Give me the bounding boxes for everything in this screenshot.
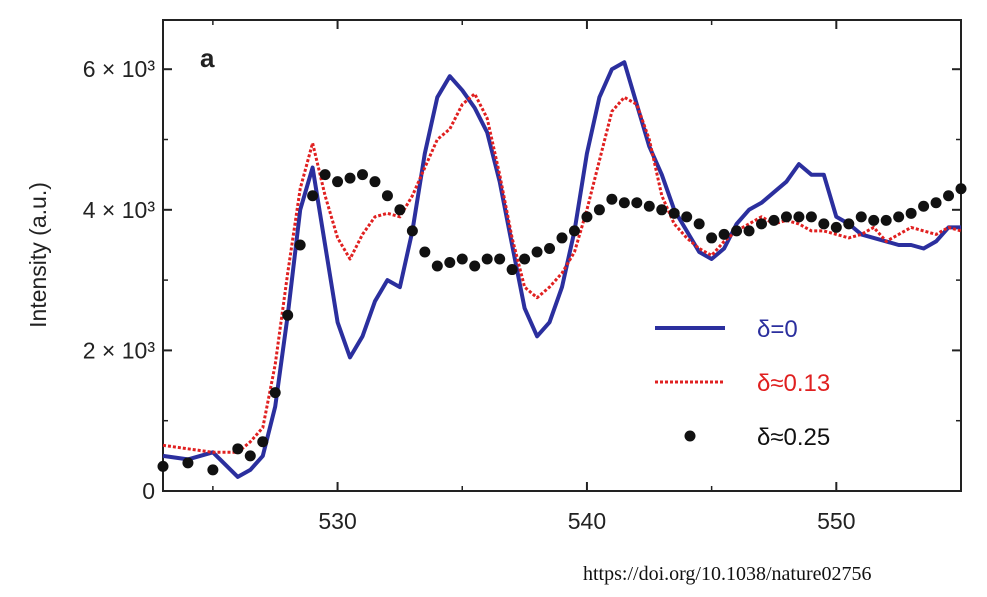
data-point — [743, 225, 755, 237]
data-point — [294, 239, 306, 251]
data-point — [282, 309, 294, 321]
data-point — [855, 211, 867, 223]
data-point — [805, 211, 817, 223]
data-point — [905, 207, 917, 219]
data-point — [568, 225, 580, 237]
data-point — [793, 211, 805, 223]
x-tick-label: 540 — [568, 508, 606, 534]
data-point — [618, 197, 630, 209]
data-point — [244, 450, 256, 462]
data-point — [581, 211, 593, 223]
series-line-delta-013 — [162, 92, 962, 454]
data-point — [494, 253, 506, 265]
legend-label: δ=0 — [757, 316, 798, 343]
data-point — [207, 464, 219, 476]
data-point — [606, 193, 618, 205]
data-point — [893, 211, 905, 223]
x-tick-label: 530 — [318, 508, 356, 534]
data-point — [943, 190, 955, 202]
data-point — [481, 253, 493, 265]
data-point — [544, 242, 556, 254]
data-point — [643, 200, 655, 212]
data-point — [768, 214, 780, 226]
y-axis-title: Intensity (a.u.) — [25, 182, 51, 328]
x-tick-label: 550 — [817, 508, 855, 534]
data-point — [818, 218, 830, 230]
data-point — [681, 211, 693, 223]
data-point — [706, 232, 718, 244]
data-point — [157, 460, 169, 472]
data-point — [693, 218, 705, 230]
data-point — [182, 457, 194, 469]
doi-link-text: https://doi.org/10.1038/nature02756 — [583, 563, 872, 585]
data-point — [269, 387, 281, 399]
data-point — [656, 204, 668, 216]
data-point — [756, 218, 767, 230]
data-point — [830, 221, 842, 233]
data-point — [593, 204, 605, 216]
data-point — [531, 246, 543, 258]
data-point — [868, 214, 880, 226]
data-point — [880, 214, 892, 226]
data-point — [406, 225, 418, 237]
series-layer — [157, 60, 967, 479]
legend: δ=0 δ≈0.13 δ≈0.25 — [655, 316, 830, 451]
y-tick-label: 0 — [142, 478, 155, 504]
data-point — [381, 190, 393, 202]
data-point — [631, 197, 643, 209]
data-point — [369, 176, 381, 188]
data-point — [780, 211, 792, 223]
legend-label: δ≈0.25 — [757, 424, 830, 451]
data-point — [955, 183, 967, 195]
data-point — [344, 172, 356, 184]
data-point — [519, 253, 531, 265]
data-point — [419, 246, 431, 258]
data-point — [469, 260, 481, 272]
legend-marker — [684, 430, 696, 442]
data-point — [930, 197, 942, 209]
data-point — [232, 443, 244, 455]
data-point — [731, 225, 743, 237]
plot-frame — [162, 19, 962, 492]
data-point — [394, 204, 406, 216]
data-point — [843, 218, 855, 230]
data-point — [506, 264, 518, 276]
data-point — [431, 260, 443, 272]
data-point — [444, 257, 456, 269]
data-point — [257, 436, 269, 448]
y-tick-label: 2 × 10³ — [83, 337, 156, 363]
ticks-layer: 530 540 550 0 2 × 10³ 4 × 10³ 6 × 10³ — [83, 20, 962, 534]
data-point — [918, 200, 930, 212]
data-point — [668, 207, 680, 219]
data-point — [319, 169, 331, 181]
legend-label: δ≈0.13 — [757, 370, 830, 397]
data-point — [357, 169, 368, 181]
series-line-delta-0 — [162, 60, 961, 479]
data-point — [456, 253, 468, 265]
data-point — [307, 190, 319, 202]
data-point — [718, 228, 730, 240]
y-tick-label: 6 × 10³ — [83, 56, 156, 82]
y-tick-label: 4 × 10³ — [83, 197, 156, 223]
panel-label: a — [200, 43, 215, 73]
data-point — [332, 176, 344, 188]
data-point — [556, 232, 568, 244]
